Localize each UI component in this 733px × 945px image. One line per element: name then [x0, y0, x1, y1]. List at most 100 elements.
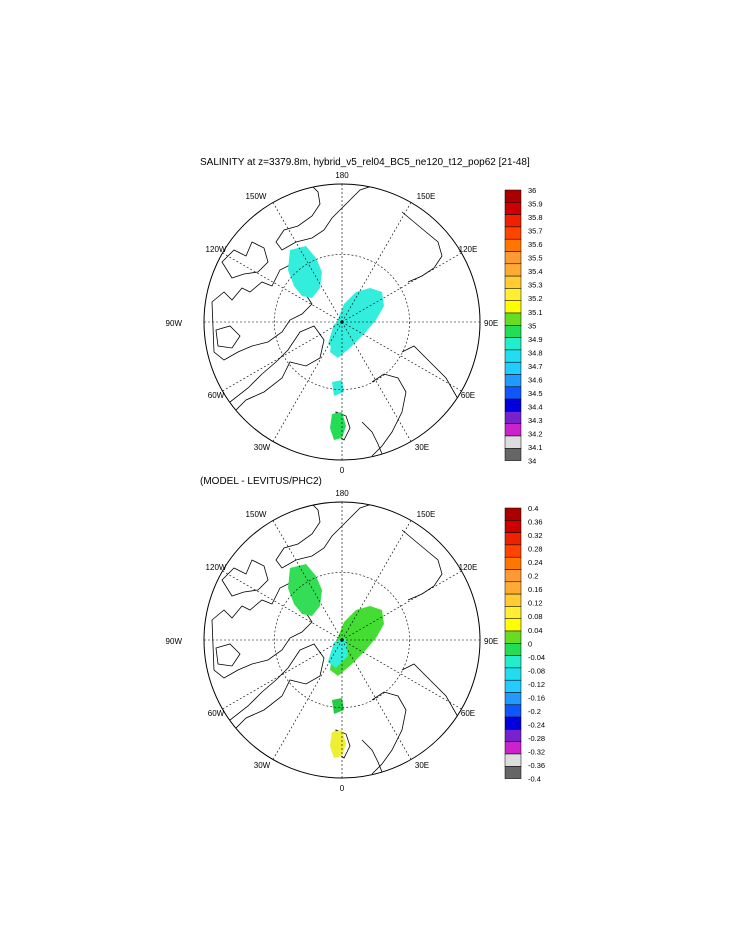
colorbar-label: 0	[528, 639, 532, 648]
colorbar-label: 34.1	[528, 443, 543, 452]
colorbar-segment	[504, 300, 522, 314]
colorbar-segment	[504, 275, 522, 289]
colorbar-label: 34.6	[528, 375, 543, 384]
colorbar-segment	[504, 544, 522, 558]
colorbar-label: 35.2	[528, 294, 543, 303]
colorbar-label: 34.7	[528, 362, 543, 371]
colorbar-label: 34.8	[528, 348, 543, 357]
colorbar-segment	[504, 606, 522, 619]
colorbar-segment	[504, 214, 522, 228]
colorbar-segment	[504, 520, 522, 533]
meridian-line	[341, 252, 462, 323]
map-label: 180	[335, 489, 349, 498]
map-label: 90W	[166, 319, 183, 328]
colorbar-segment	[504, 753, 522, 767]
colorbar-segment	[504, 251, 522, 265]
meridian-line	[272, 520, 343, 641]
colorbar-segment	[504, 630, 522, 644]
meridian-line	[272, 639, 343, 760]
colorbar-label: 35.1	[528, 308, 543, 317]
polar-map: 180 0 90W 90E 150W 120W 60W 30W 150E 120E 60E 30E	[166, 171, 499, 475]
colorbar-label: 0.12	[528, 599, 543, 608]
colorbar-segment	[504, 618, 522, 632]
coastline	[361, 421, 383, 455]
colorbar-label: 0.36	[528, 518, 543, 527]
colorbar: 36 35.9 35.8 35.7 35.6 35.5 35.4 35.3 35.2 35.1 35…	[504, 186, 543, 466]
colorbar-segment	[504, 655, 522, 669]
coastline	[221, 559, 269, 597]
colorbar-segment	[504, 704, 522, 718]
data-region	[330, 412, 346, 440]
colorbar-segment	[504, 423, 522, 437]
coastline	[221, 325, 325, 419]
meridian-line	[272, 321, 343, 442]
map-label: 30E	[415, 761, 429, 770]
colorbar-label: -0.24	[528, 720, 545, 729]
coastline	[215, 325, 241, 349]
colorbar-segment	[504, 532, 522, 546]
colorbar-segment	[504, 374, 522, 388]
colorbar-segment	[504, 716, 522, 730]
colorbar-label: 0.28	[528, 545, 543, 554]
colorbar-segment	[504, 569, 522, 583]
meridian-line	[341, 321, 412, 442]
colorbar-segment	[504, 386, 522, 400]
colorbar-label: -0.08	[528, 666, 545, 675]
colorbar-segment	[504, 667, 522, 681]
colorbar-label: -0.4	[528, 775, 541, 784]
colorbar-segment	[504, 507, 522, 521]
colorbar-segment	[504, 556, 522, 570]
meridian-line	[341, 321, 462, 392]
colorbar-label: -0.16	[528, 693, 545, 702]
colorbar-segment	[504, 202, 522, 215]
map-label: 120W	[206, 563, 227, 572]
data-region	[288, 246, 322, 298]
colorbar-label: 34.2	[528, 430, 543, 439]
colorbar-segment	[504, 337, 522, 351]
map-label: 30W	[254, 761, 271, 770]
colorbar-label: 0.08	[528, 612, 543, 621]
map-label: 150E	[417, 192, 436, 201]
map-label: 60E	[461, 709, 475, 718]
map-label: 150W	[246, 510, 267, 519]
map-label: 0	[340, 466, 345, 475]
colorbar-label: 34.5	[528, 389, 543, 398]
colorbar-label: 0.32	[528, 531, 543, 540]
meridian-line	[341, 570, 462, 641]
colorbar-segment	[504, 643, 522, 656]
map-label: 90E	[484, 319, 498, 328]
colorbar-segment	[504, 741, 522, 755]
colorbar-segment	[504, 692, 522, 706]
colorbar-label: 35.8	[528, 213, 543, 222]
data-region	[330, 730, 346, 758]
map-label: 60W	[208, 391, 225, 400]
map-label: 90W	[166, 637, 183, 646]
colorbar-label: -0.36	[528, 761, 545, 770]
colorbar-label: 0.4	[528, 504, 538, 513]
colorbar-label: 35.7	[528, 227, 543, 236]
coastline	[401, 345, 463, 407]
difference-panel: (MODEL - LEVITUS/PHC2) 180 0 90W 90E 150W 120…	[166, 476, 546, 793]
colorbar-label: -0.12	[528, 680, 545, 689]
colorbar-label: 0.24	[528, 558, 543, 567]
meridian-line	[341, 639, 462, 710]
coastline	[221, 241, 269, 279]
colorbar-label: 35.9	[528, 200, 543, 209]
meridian-line	[222, 321, 343, 392]
colorbar-label: 35.5	[528, 254, 543, 263]
colorbar-segment	[504, 435, 522, 449]
colorbar-segment	[504, 288, 522, 301]
coastline	[401, 211, 443, 283]
colorbar-label: 35.4	[528, 267, 543, 276]
colorbar-segment	[504, 729, 522, 742]
colorbar-segment	[504, 766, 522, 779]
meridian-line	[341, 520, 412, 641]
coastline	[401, 663, 463, 725]
colorbar-segment	[504, 581, 522, 595]
colorbar-label: 0.16	[528, 585, 543, 594]
colorbar-label: 34.4	[528, 402, 543, 411]
coastline	[275, 502, 373, 569]
colorbar-segment	[504, 448, 522, 461]
colorbar-segment	[504, 189, 522, 203]
colorbar-label: 0.04	[528, 626, 543, 635]
